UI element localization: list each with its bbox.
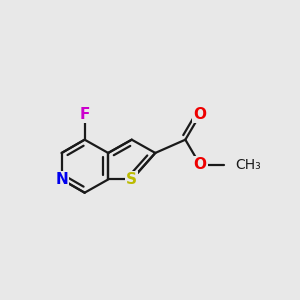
Text: CH₃: CH₃ bbox=[236, 158, 261, 172]
Text: F: F bbox=[80, 107, 90, 122]
Text: S: S bbox=[126, 172, 137, 187]
Text: O: O bbox=[194, 157, 207, 172]
Text: N: N bbox=[55, 172, 68, 187]
Text: O: O bbox=[194, 107, 207, 122]
